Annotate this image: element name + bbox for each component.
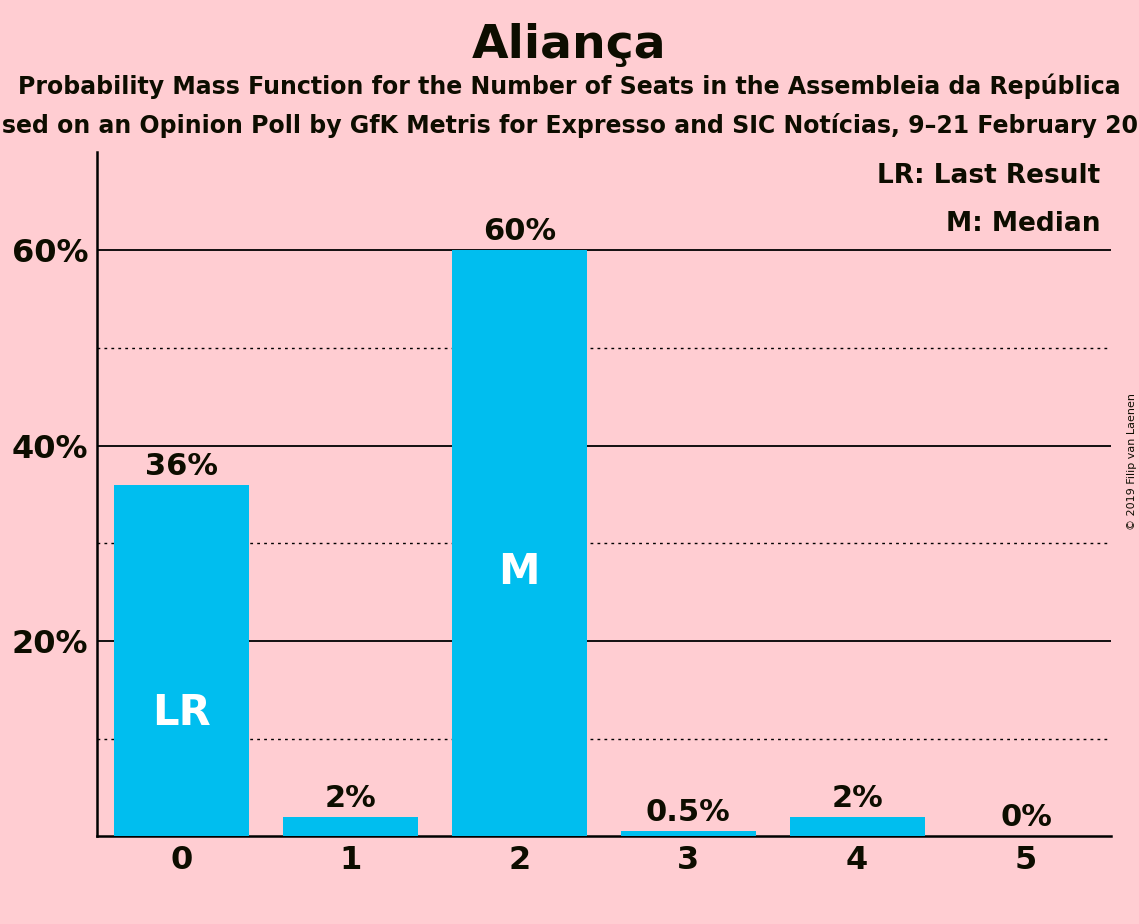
- Text: 0%: 0%: [1000, 803, 1052, 833]
- Text: Probability Mass Function for the Number of Seats in the Assembleia da República: Probability Mass Function for the Number…: [18, 74, 1121, 100]
- Bar: [114, 484, 248, 836]
- Text: LR: Last Result: LR: Last Result: [877, 163, 1100, 188]
- Text: Based on an Opinion Poll by GfK Metris for Expresso and SIC Notícias, 9–21 Febru: Based on an Opinion Poll by GfK Metris f…: [0, 113, 1139, 138]
- Text: 2%: 2%: [325, 784, 376, 813]
- Text: M: M: [499, 552, 540, 593]
- Text: 60%: 60%: [483, 217, 556, 246]
- Bar: [789, 817, 925, 836]
- Text: LR: LR: [151, 692, 211, 735]
- Text: 0.5%: 0.5%: [646, 798, 730, 827]
- Bar: [282, 817, 418, 836]
- Text: 36%: 36%: [145, 452, 218, 480]
- Bar: [621, 832, 755, 836]
- Text: © 2019 Filip van Laenen: © 2019 Filip van Laenen: [1126, 394, 1137, 530]
- Bar: [451, 250, 587, 836]
- Text: M: Median: M: Median: [945, 211, 1100, 237]
- Text: Aliança: Aliança: [473, 23, 666, 68]
- Text: 2%: 2%: [831, 784, 883, 813]
